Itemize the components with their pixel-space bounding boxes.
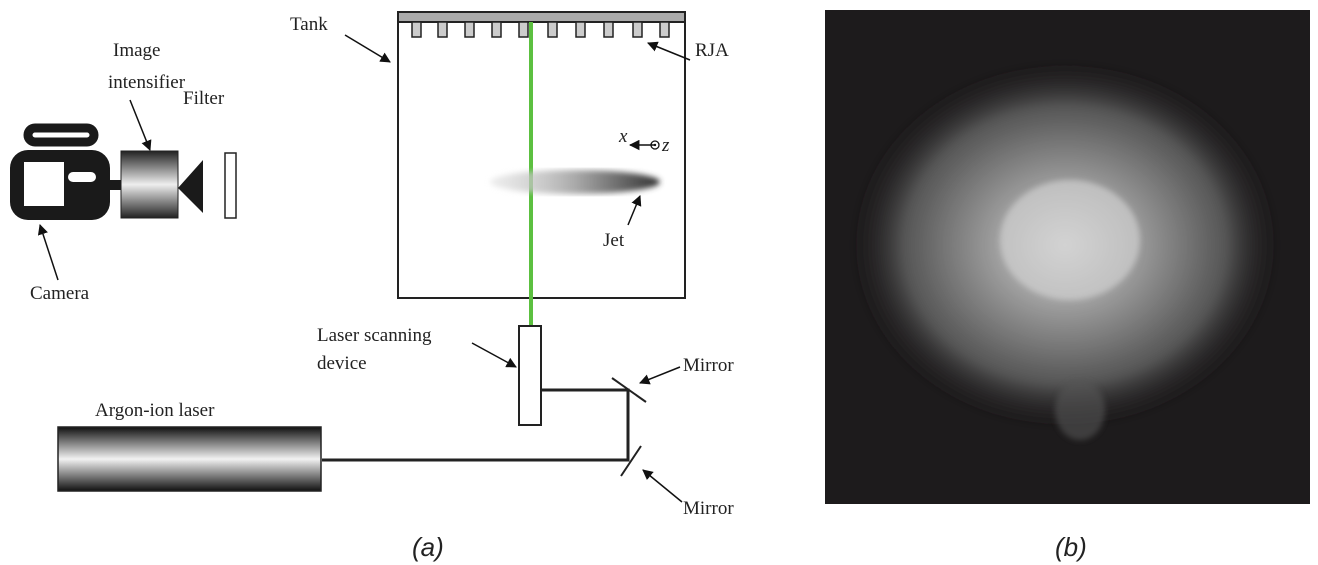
label: RJA	[695, 40, 729, 61]
caption: (b)	[1055, 532, 1087, 562]
scanning-device	[519, 326, 541, 425]
jet-plume	[490, 170, 660, 194]
label: Laser scanning	[317, 325, 432, 346]
caption: (a)	[412, 532, 444, 562]
laser	[58, 427, 321, 491]
tank	[398, 12, 685, 298]
label: Argon-ion laser	[95, 400, 215, 421]
label: intensifier	[108, 72, 186, 93]
label: device	[317, 353, 367, 374]
label: Filter	[183, 88, 225, 109]
flow-image	[825, 10, 1310, 504]
camera	[10, 128, 236, 220]
label: z	[661, 135, 670, 156]
label: Mirror	[683, 498, 734, 519]
label: Tank	[290, 14, 328, 35]
label: Mirror	[683, 355, 734, 376]
label: Jet	[603, 230, 625, 251]
label: Camera	[30, 283, 90, 304]
label: Image	[113, 40, 160, 61]
beam	[322, 390, 628, 460]
label: x	[618, 126, 628, 147]
figure: Tank RJA Image intensifier Filter Camera…	[0, 0, 1318, 565]
